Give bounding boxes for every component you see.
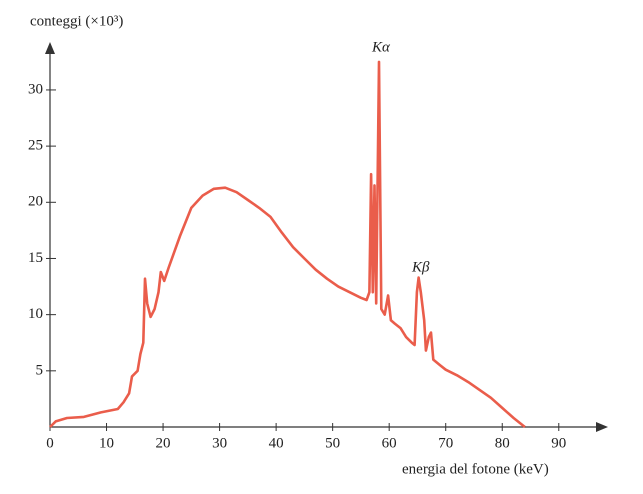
peak-annotation: Kα [371,39,391,55]
x-axis-arrow [596,422,608,432]
x-tick-label: 40 [269,435,284,451]
x-tick-label: 20 [156,435,171,451]
x-tick-label: 0 [46,435,54,451]
y-tick-label: 15 [28,250,43,266]
x-tick-label: 10 [99,435,114,451]
x-tick-label: 80 [495,435,510,451]
peak-annotation: Kβ [411,259,430,275]
y-axis-arrow [45,42,55,54]
y-tick-label: 20 [28,194,43,210]
y-tick-label: 5 [36,362,44,378]
x-axis-label: energia del fotone (keV) [402,461,549,477]
x-tick-label: 90 [551,435,566,451]
x-tick-label: 50 [325,435,340,451]
y-axis-label: conteggi (×10³) [30,13,123,29]
x-tick-label: 70 [438,435,453,451]
x-tick-label: 60 [382,435,397,451]
x-tick-label: 30 [212,435,227,451]
y-tick-label: 30 [28,81,43,97]
y-tick-label: 10 [28,306,43,322]
y-tick-label: 25 [28,138,43,154]
spectrum-line [49,60,526,429]
